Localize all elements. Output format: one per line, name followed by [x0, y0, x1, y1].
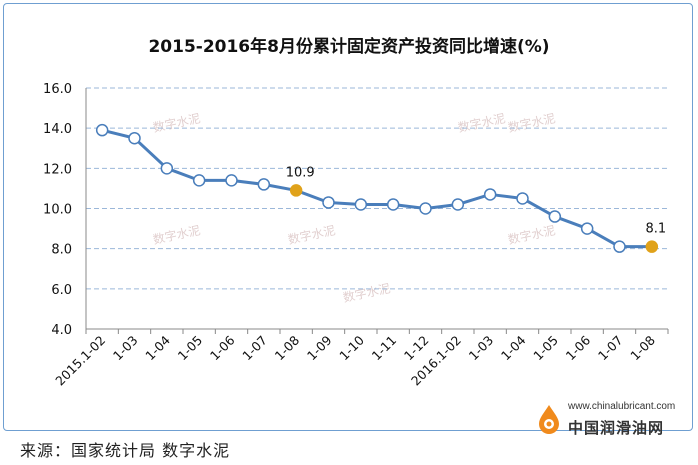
watermark-text: 数字水泥: [507, 110, 557, 135]
chart-title: 2015-2016年8月份累计固定资产投资同比增速(%): [148, 36, 549, 57]
line-chart: 2015-2016年8月份累计固定资产投资同比增速(%) 数字水泥 数字水泥数字水…: [43, 36, 669, 389]
y-tick-label: 6.0: [51, 283, 72, 298]
y-tick-label: 8.0: [51, 243, 72, 258]
data-point: [322, 196, 335, 209]
x-axis: 2015.1-02 1-03 1-04 1-05 1-06 1-07 1-08 1-09 1-1…: [52, 328, 669, 389]
data-points: [95, 123, 659, 253]
data-point: [95, 123, 109, 137]
data-labels: 10.9 8.1: [286, 165, 666, 236]
brand-name: 中国润滑油网: [568, 419, 665, 437]
data-point: [451, 198, 465, 211]
x-tick-label: 1-04: [142, 332, 173, 363]
x-tick-label: 1-06: [563, 332, 594, 363]
x-tick-label: 1-10: [336, 332, 367, 363]
watermark-text: 数字水泥: [287, 222, 337, 247]
highlighted-point: [645, 240, 659, 253]
data-label: 10.9: [286, 165, 315, 180]
y-tick-label: 16.0: [43, 82, 72, 97]
x-tick-label: 1-08: [272, 332, 303, 363]
data-point: [580, 222, 594, 235]
brand-url: www.chinalubricant.com: [568, 401, 676, 412]
brand-logo[interactable]: www.chinalubricant.com 中国润滑油网: [528, 399, 693, 439]
data-point: [128, 131, 141, 145]
data-point: [225, 174, 238, 187]
data-point: [483, 188, 497, 201]
x-tick-label: 1-04: [498, 332, 529, 363]
y-tick-label: 10.0: [43, 203, 72, 218]
x-tick-label: 1-07: [595, 333, 626, 364]
x-tick-label: 2015.1-02: [52, 333, 108, 389]
x-tick-label: 1-05: [530, 333, 561, 364]
watermark-text: 数字水泥: [457, 110, 507, 135]
highlighted-point: [289, 184, 303, 197]
y-axis: 4.0 6.0 8.0 10.0 12.0 14.0 16.0: [43, 82, 87, 338]
data-point: [354, 198, 368, 211]
x-tick-label: 1-05: [175, 333, 206, 364]
y-tick-label: 14.0: [43, 122, 72, 137]
watermark-text: 数字水泥: [152, 222, 202, 247]
x-tick-label: 1-03: [110, 333, 141, 364]
x-tick-label: 1-08: [627, 332, 658, 363]
watermark-text: 数字水泥: [152, 110, 202, 135]
data-point: [613, 240, 626, 253]
data-point: [419, 202, 432, 215]
grid-lines: [86, 87, 668, 290]
data-point: [386, 198, 400, 211]
data-point: [160, 162, 174, 175]
x-tick-label: 1-06: [207, 332, 238, 363]
data-label: 8.1: [645, 222, 666, 237]
x-tick-label: 1-07: [239, 333, 270, 364]
y-tick-label: 4.0: [51, 323, 72, 338]
watermark-text: 数字水泥: [342, 280, 392, 305]
data-point: [548, 210, 562, 223]
watermark-text: 数字水泥: [507, 222, 557, 247]
x-tick-label: 1-03: [466, 333, 497, 364]
source-note: 来源：国家统计局 数字水泥: [20, 441, 231, 460]
data-point: [257, 178, 271, 191]
chart-frame: 2015-2016年8月份累计固定资产投资同比增速(%) 数字水泥 数字水泥 数字水…: [3, 3, 693, 431]
x-tick-label: 1-11: [369, 333, 400, 364]
lubricant-drop-icon: [539, 405, 559, 434]
y-tick-label: 12.0: [43, 162, 72, 177]
x-tick-label: 1-09: [304, 332, 335, 363]
data-point: [516, 192, 529, 205]
data-point: [192, 174, 206, 187]
